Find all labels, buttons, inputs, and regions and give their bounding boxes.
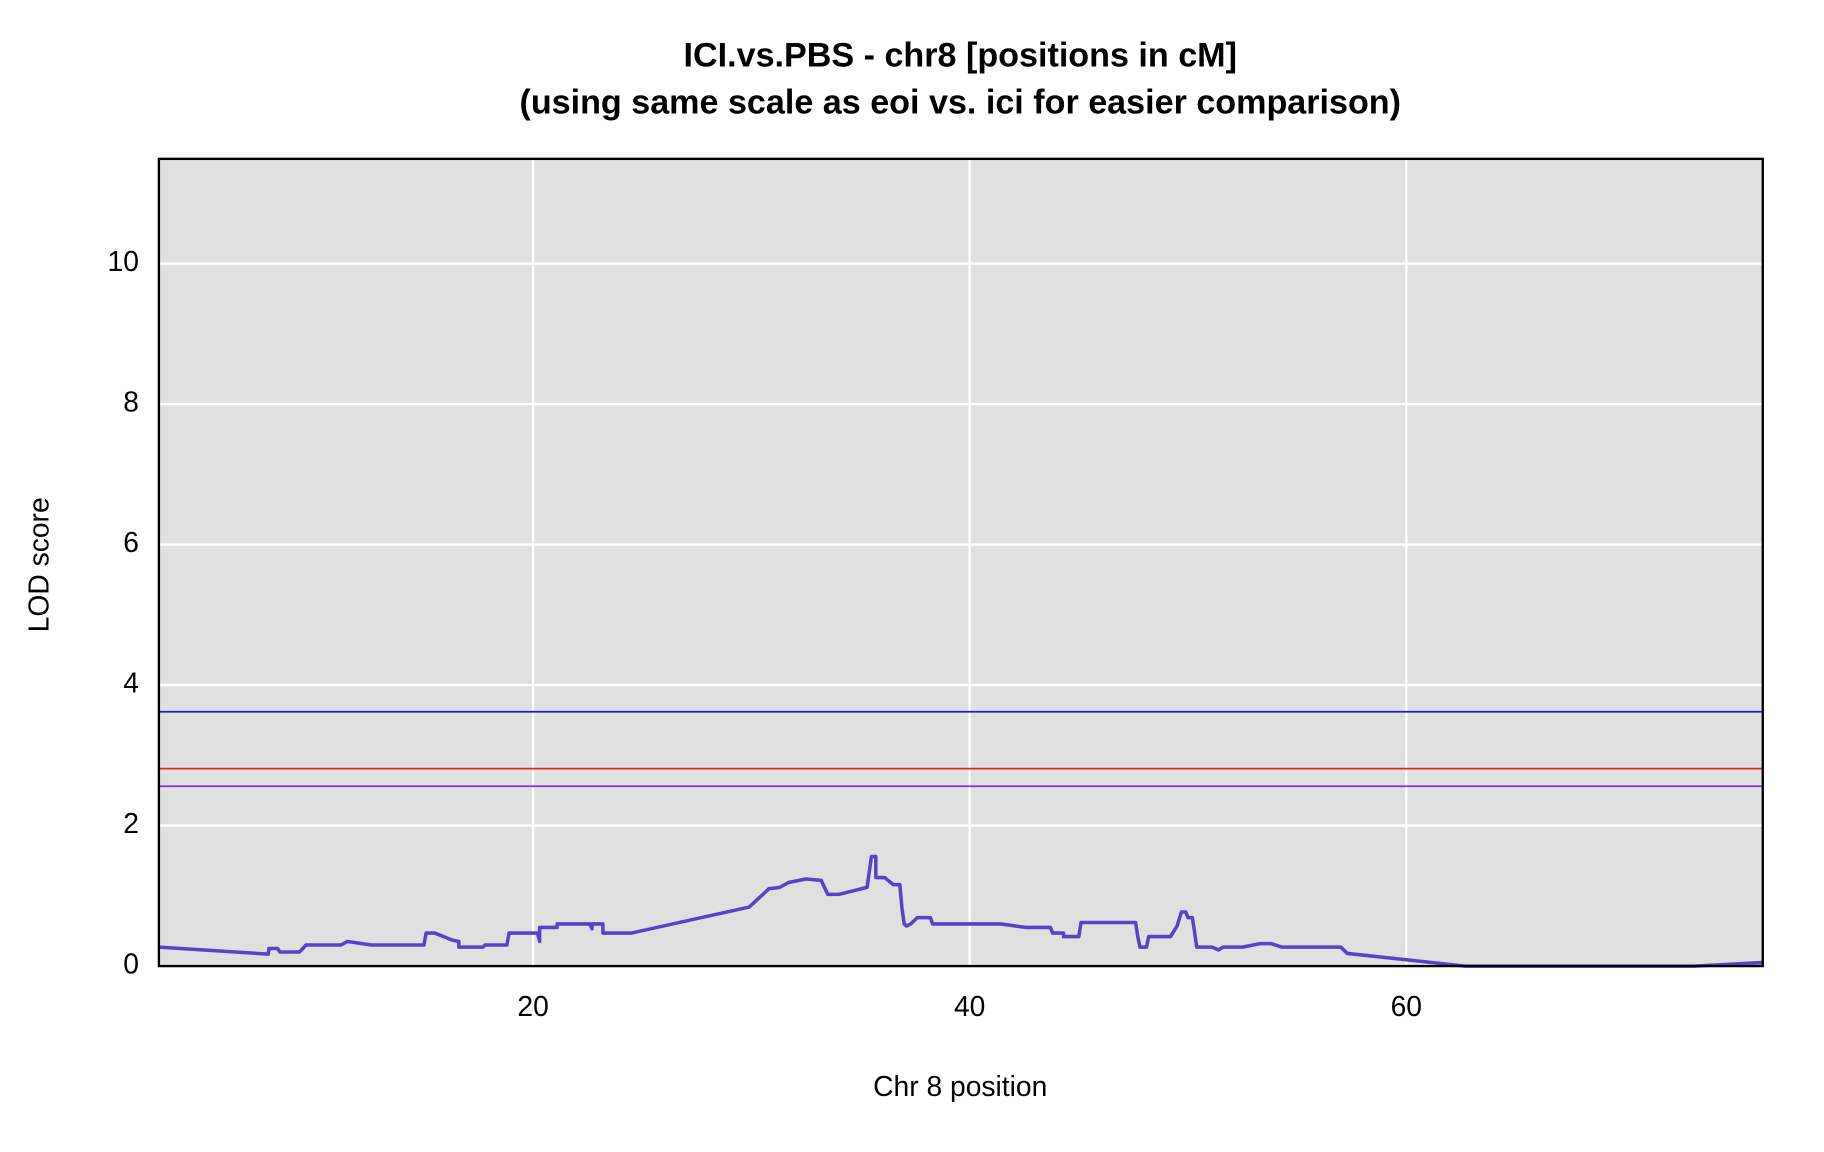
y-tick-label: 8 bbox=[123, 385, 139, 417]
y-axis-label: LOD score bbox=[23, 497, 55, 632]
plot-background bbox=[158, 158, 1763, 967]
y-tick-label: 6 bbox=[123, 526, 139, 558]
x-tick-label: 20 bbox=[517, 990, 548, 1022]
plot-border bbox=[157, 157, 1764, 968]
chart-subtitle: (using same scale as eoi vs. ici for eas… bbox=[519, 84, 1401, 122]
y-tick-label: 2 bbox=[123, 807, 139, 839]
y-tick-label: 0 bbox=[123, 948, 139, 980]
x-axis-label: Chr 8 position bbox=[873, 1070, 1047, 1102]
y-tick-label: 10 bbox=[107, 245, 138, 277]
x-tick-label: 60 bbox=[1391, 990, 1422, 1022]
x-tick-label: 40 bbox=[954, 990, 985, 1022]
y-tick-label: 4 bbox=[123, 667, 139, 699]
chart-title: ICI.vs.PBS - chr8 [positions in cM] bbox=[684, 37, 1237, 75]
lod-line bbox=[158, 854, 1763, 968]
marks bbox=[158, 710, 1763, 968]
